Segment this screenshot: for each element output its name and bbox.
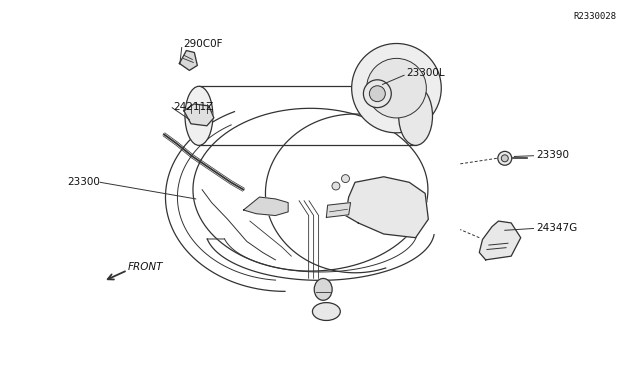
Polygon shape — [479, 221, 521, 260]
Polygon shape — [326, 203, 351, 217]
Circle shape — [367, 58, 426, 118]
Circle shape — [364, 80, 391, 108]
Ellipse shape — [314, 279, 332, 300]
Text: 290C0F: 290C0F — [183, 39, 223, 49]
Circle shape — [342, 174, 349, 183]
Ellipse shape — [399, 86, 433, 145]
Text: 24347G: 24347G — [537, 224, 578, 234]
Polygon shape — [244, 197, 288, 215]
Circle shape — [369, 86, 385, 102]
Text: 24211Z: 24211Z — [173, 102, 214, 112]
Polygon shape — [184, 104, 214, 126]
Polygon shape — [179, 51, 197, 70]
Circle shape — [498, 151, 512, 165]
Ellipse shape — [185, 86, 213, 145]
Text: 23300L: 23300L — [406, 68, 445, 78]
Text: 23390: 23390 — [537, 150, 570, 160]
Circle shape — [501, 155, 508, 162]
Circle shape — [351, 44, 441, 133]
Text: R2330028: R2330028 — [573, 12, 616, 22]
Circle shape — [332, 182, 340, 190]
Text: 23300: 23300 — [67, 177, 100, 187]
Polygon shape — [346, 177, 428, 238]
Ellipse shape — [312, 302, 340, 320]
Text: FRONT: FRONT — [127, 262, 163, 272]
